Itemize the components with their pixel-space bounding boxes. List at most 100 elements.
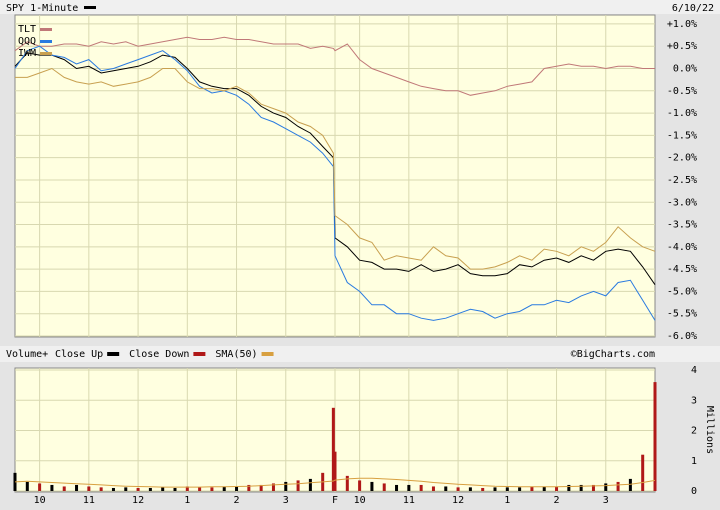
bar xyxy=(259,484,263,491)
bar xyxy=(13,472,17,491)
legend-swatch xyxy=(40,52,52,55)
bar xyxy=(444,486,448,491)
x-tick-label: 12 xyxy=(132,495,144,506)
x-tick-label: 10 xyxy=(354,495,366,506)
y-tick-label: -4.5% xyxy=(667,264,697,275)
x-tick-label: 2 xyxy=(234,495,240,506)
bar xyxy=(370,481,374,491)
bar xyxy=(296,480,300,491)
x-tick-label: 2 xyxy=(554,495,560,506)
source: ©BigCharts.com xyxy=(571,349,655,360)
bar xyxy=(604,483,608,491)
bar xyxy=(333,451,337,491)
legend-swatch xyxy=(40,40,52,43)
bar xyxy=(148,487,152,491)
y-tick-label: 4 xyxy=(691,365,697,376)
bar xyxy=(161,487,165,491)
y-tick-label: -3.5% xyxy=(667,220,697,231)
line xyxy=(14,36,655,96)
legend-swatch xyxy=(40,28,52,31)
x-tick-label: 11 xyxy=(403,495,415,506)
bar xyxy=(87,486,91,491)
bar xyxy=(653,382,657,491)
bar xyxy=(222,486,226,491)
bar xyxy=(555,486,559,491)
bar xyxy=(395,484,399,491)
bar xyxy=(111,487,115,491)
x-tick-label: F xyxy=(332,495,338,506)
x-tick-label: 12 xyxy=(452,495,464,506)
bar xyxy=(579,484,583,491)
bar xyxy=(173,487,177,491)
y-tick-label: 2 xyxy=(691,426,697,437)
bar xyxy=(345,475,349,491)
bar xyxy=(124,487,128,491)
bar xyxy=(591,484,595,491)
bar xyxy=(185,486,189,491)
bar xyxy=(518,487,522,491)
bar xyxy=(456,487,460,491)
legend-swatch xyxy=(193,352,206,356)
y-tick-label: -2.0% xyxy=(667,153,697,164)
bar xyxy=(419,484,423,491)
x-tick-label: 11 xyxy=(83,495,95,506)
y-axis-label: Millions xyxy=(704,406,715,454)
y-tick-label: -6.0% xyxy=(667,331,697,342)
bar xyxy=(407,484,411,491)
legend-label: SMA(50) xyxy=(215,349,257,360)
legend-label: Close Down xyxy=(129,349,189,360)
bar xyxy=(616,481,620,491)
legend-label: Close Up xyxy=(55,349,103,360)
y-tick-label: -1.0% xyxy=(667,108,697,119)
bar xyxy=(99,487,103,491)
y-tick-label: -2.5% xyxy=(667,175,697,186)
bar xyxy=(493,487,497,491)
bar xyxy=(62,486,66,491)
bar xyxy=(358,480,362,491)
bar xyxy=(567,484,571,491)
bar xyxy=(235,486,239,491)
bar xyxy=(481,487,485,491)
line xyxy=(14,477,656,488)
y-tick-label: -3.0% xyxy=(667,197,697,208)
bar xyxy=(641,454,645,491)
date: 6/10/22 xyxy=(672,3,714,14)
legend-label: IWM xyxy=(18,48,36,59)
bar xyxy=(382,483,386,491)
bar xyxy=(542,486,546,491)
y-tick-label: -5.5% xyxy=(667,309,697,320)
bar xyxy=(284,481,288,491)
bar xyxy=(50,484,54,491)
bar xyxy=(198,487,202,491)
y-tick-label: 1 xyxy=(691,456,697,467)
legend-label: QQQ xyxy=(18,36,36,47)
bar xyxy=(210,487,214,491)
bar xyxy=(271,483,275,491)
legend-swatch xyxy=(84,6,96,9)
y-tick-label: -1.5% xyxy=(667,130,697,141)
bar xyxy=(530,486,534,491)
x-tick-label: 3 xyxy=(603,495,609,506)
bar xyxy=(431,486,435,491)
x-tick-label: 3 xyxy=(283,495,289,506)
legend-swatch xyxy=(107,352,120,356)
y-tick-label: 0.0% xyxy=(673,64,697,75)
bar xyxy=(308,478,312,491)
header-bar xyxy=(0,0,720,14)
volume-header-bar xyxy=(0,346,720,362)
bar xyxy=(247,484,251,491)
bar xyxy=(505,487,509,491)
bar xyxy=(75,484,79,491)
x-tick-label: 10 xyxy=(34,495,46,506)
x-tick-label: 1 xyxy=(504,495,510,506)
bar xyxy=(38,483,42,491)
legend-swatch xyxy=(261,352,274,356)
bar xyxy=(628,478,632,491)
bar xyxy=(468,487,472,491)
y-tick-label: -4.0% xyxy=(667,242,697,253)
y-tick-label: 0 xyxy=(691,486,697,497)
bar xyxy=(331,407,335,491)
line xyxy=(14,45,656,321)
bar xyxy=(136,487,140,491)
